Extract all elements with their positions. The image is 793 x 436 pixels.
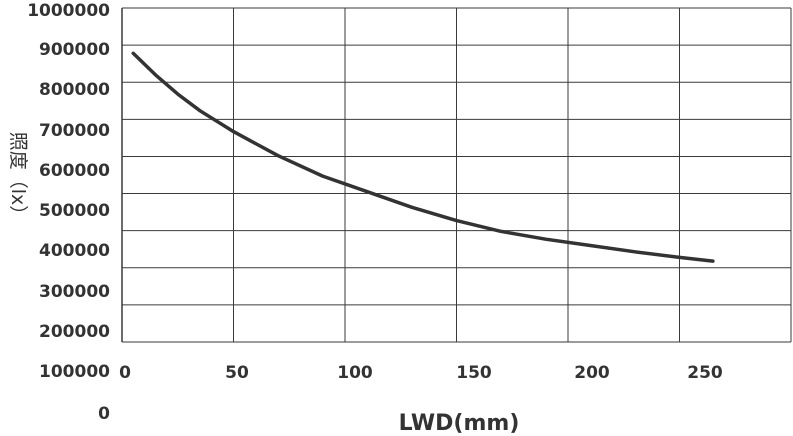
x-tick-label: 150 bbox=[456, 363, 492, 383]
series-group bbox=[131, 51, 715, 263]
y-axis-title: 照度（lx） bbox=[7, 132, 29, 225]
x-tick-label: 50 bbox=[225, 363, 249, 383]
y-tick-label: 800000 bbox=[39, 80, 110, 100]
x-tick-label: 250 bbox=[687, 363, 723, 383]
y-tick-label: 900000 bbox=[39, 40, 110, 60]
y-tick-label: 600000 bbox=[39, 161, 110, 181]
y-tick-label: 300000 bbox=[39, 282, 110, 302]
y-tick-label: 700000 bbox=[39, 121, 110, 141]
y-tick-label: 200000 bbox=[39, 322, 110, 342]
x-tick-label: 200 bbox=[574, 363, 610, 383]
x-axis-title: LWD(mm) bbox=[399, 411, 520, 436]
y-tick-label: 500000 bbox=[39, 201, 110, 221]
x-tick-labels: 0 50 100 150 200 250 bbox=[119, 363, 723, 383]
y-tick-labels: 1000000900000800000700000600000500000400… bbox=[27, 1, 110, 424]
y-tick-label: 400000 bbox=[39, 241, 110, 261]
x-tick-label: 0 bbox=[119, 363, 131, 383]
series-line bbox=[131, 51, 715, 263]
y-tick-label: 1000000 bbox=[27, 1, 110, 21]
x-tick-label: 100 bbox=[337, 363, 373, 383]
y-tick-label: 100000 bbox=[39, 362, 110, 382]
grid bbox=[121, 7, 792, 343]
y-tick-label: 0 bbox=[98, 404, 110, 424]
